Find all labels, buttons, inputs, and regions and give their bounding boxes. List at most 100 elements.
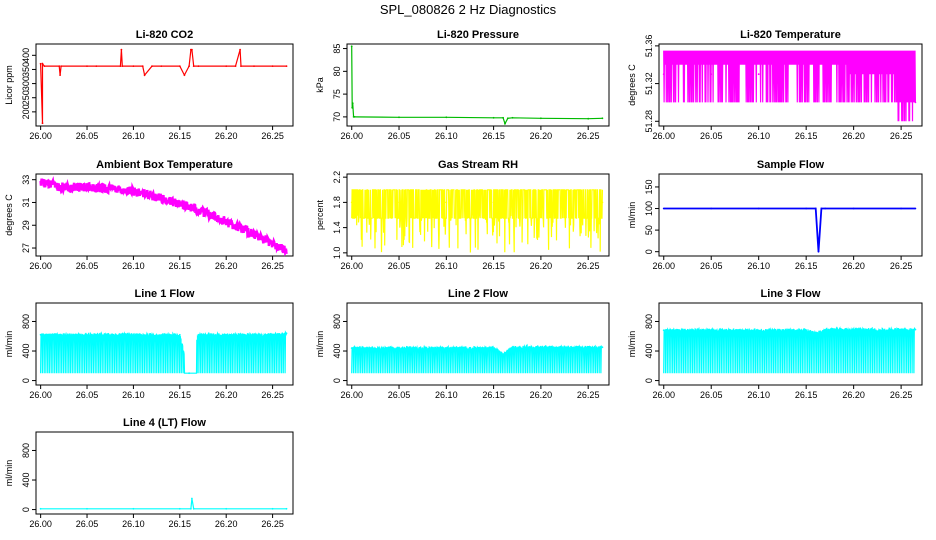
x-tick-label: 26.15 (795, 131, 818, 141)
x-tick-label: 26.25 (261, 390, 284, 400)
y-tick-label: 29 (21, 220, 31, 230)
panel-title: Line 2 Flow (448, 288, 508, 300)
y-tick-label: 80 (332, 66, 342, 76)
x-tick-label: 26.05 (76, 261, 99, 271)
data-point (900, 92, 902, 94)
data-point (58, 185, 61, 188)
data-point (814, 207, 817, 210)
x-tick-label: 26.00 (29, 131, 52, 141)
y-tick-label: 200 (21, 104, 31, 119)
data-point (492, 347, 495, 349)
data-point (183, 74, 186, 76)
data-point (914, 207, 917, 210)
plot-frame (346, 173, 610, 257)
data-point (197, 65, 200, 67)
y-tick-label: 70 (332, 112, 342, 122)
x-tick-label: 26.15 (482, 390, 505, 400)
data-point (492, 116, 495, 119)
data-point (240, 65, 242, 67)
x-tick-label: 26.25 (261, 131, 284, 141)
series-line (663, 207, 916, 252)
x-tick-label: 26.00 (340, 390, 363, 400)
x-tick-label: 26.10 (435, 390, 458, 400)
data-point (805, 207, 808, 210)
x-tick-label: 26.25 (261, 519, 284, 529)
data-point (39, 62, 42, 65)
plot-frame (35, 431, 294, 515)
x-tick-label: 26.25 (577, 261, 600, 271)
x-tick-label: 26.20 (215, 131, 238, 141)
data-point (504, 122, 506, 125)
data-point (511, 116, 514, 119)
series-line (39, 175, 288, 257)
data-point (39, 181, 42, 183)
data-point (824, 207, 827, 210)
data-point (540, 346, 542, 349)
data-point (502, 116, 504, 119)
data-point (132, 65, 135, 67)
plot-frame (658, 43, 923, 127)
data-point (191, 497, 193, 500)
plot-frame (35, 173, 294, 257)
y-axis-label: degrees C (627, 64, 637, 106)
data-point (353, 116, 356, 118)
x-tick-label: 26.15 (169, 261, 192, 271)
data-point (120, 48, 123, 51)
figure-title: SPL_080826 2 Hz Diagnostics (380, 2, 557, 17)
x-tick-label: 26.00 (29, 390, 52, 400)
x-tick-label: 26.10 (122, 519, 145, 529)
y-tick-label: 800 (332, 314, 342, 329)
data-point (601, 201, 604, 204)
x-tick-label: 26.05 (388, 390, 411, 400)
data-point (132, 507, 135, 510)
y-tick-label: 0 (21, 507, 31, 512)
data-point (285, 65, 288, 67)
data-point (662, 329, 665, 332)
y-tick-label: 0 (332, 378, 342, 383)
data-point (59, 74, 61, 76)
data-point (239, 48, 242, 51)
series-line (663, 326, 916, 374)
x-tick-label: 26.10 (435, 261, 458, 271)
data-point (271, 65, 274, 67)
x-tick-label: 26.20 (215, 519, 238, 529)
y-axis-label: ml/min (4, 331, 14, 358)
data-point (445, 116, 448, 119)
data-point (398, 116, 400, 119)
data-point (191, 48, 193, 51)
y-tick-label: 400 (644, 344, 654, 359)
data-point (285, 332, 288, 335)
data-point (39, 333, 42, 336)
data-point (757, 73, 760, 76)
x-tick-label: 26.00 (652, 261, 675, 271)
data-point (662, 207, 665, 210)
series-line (351, 343, 603, 374)
data-point (160, 65, 163, 67)
x-tick-label: 26.20 (530, 131, 553, 141)
x-tick-label: 26.10 (747, 390, 770, 400)
x-tick-label: 26.00 (29, 519, 52, 529)
x-tick-label: 26.20 (842, 261, 865, 271)
data-point (151, 194, 153, 197)
series-line (351, 189, 603, 253)
data-point (710, 207, 713, 210)
data-point (511, 346, 514, 349)
data-point (540, 201, 542, 204)
x-tick-label: 26.05 (76, 519, 99, 529)
panel-8: Line 3 Flow 26.00 26.05 26.10 26.15 26.20 26.2… (627, 288, 923, 400)
data-point (914, 328, 917, 331)
data-point (817, 250, 820, 253)
series-line (40, 330, 288, 374)
data-point (39, 507, 42, 510)
data-point (86, 333, 88, 336)
x-tick-label: 26.10 (122, 261, 145, 271)
x-tick-label: 26.10 (435, 131, 458, 141)
x-tick-label: 26.05 (700, 261, 723, 271)
data-point (188, 65, 191, 67)
y-axis-label: kPa (315, 77, 325, 93)
x-tick-label: 26.15 (795, 261, 818, 271)
data-point (86, 507, 88, 510)
y-tick-label: 400 (21, 48, 31, 63)
panel-title: Sample Flow (757, 159, 825, 171)
y-tick-label: 800 (644, 314, 654, 329)
